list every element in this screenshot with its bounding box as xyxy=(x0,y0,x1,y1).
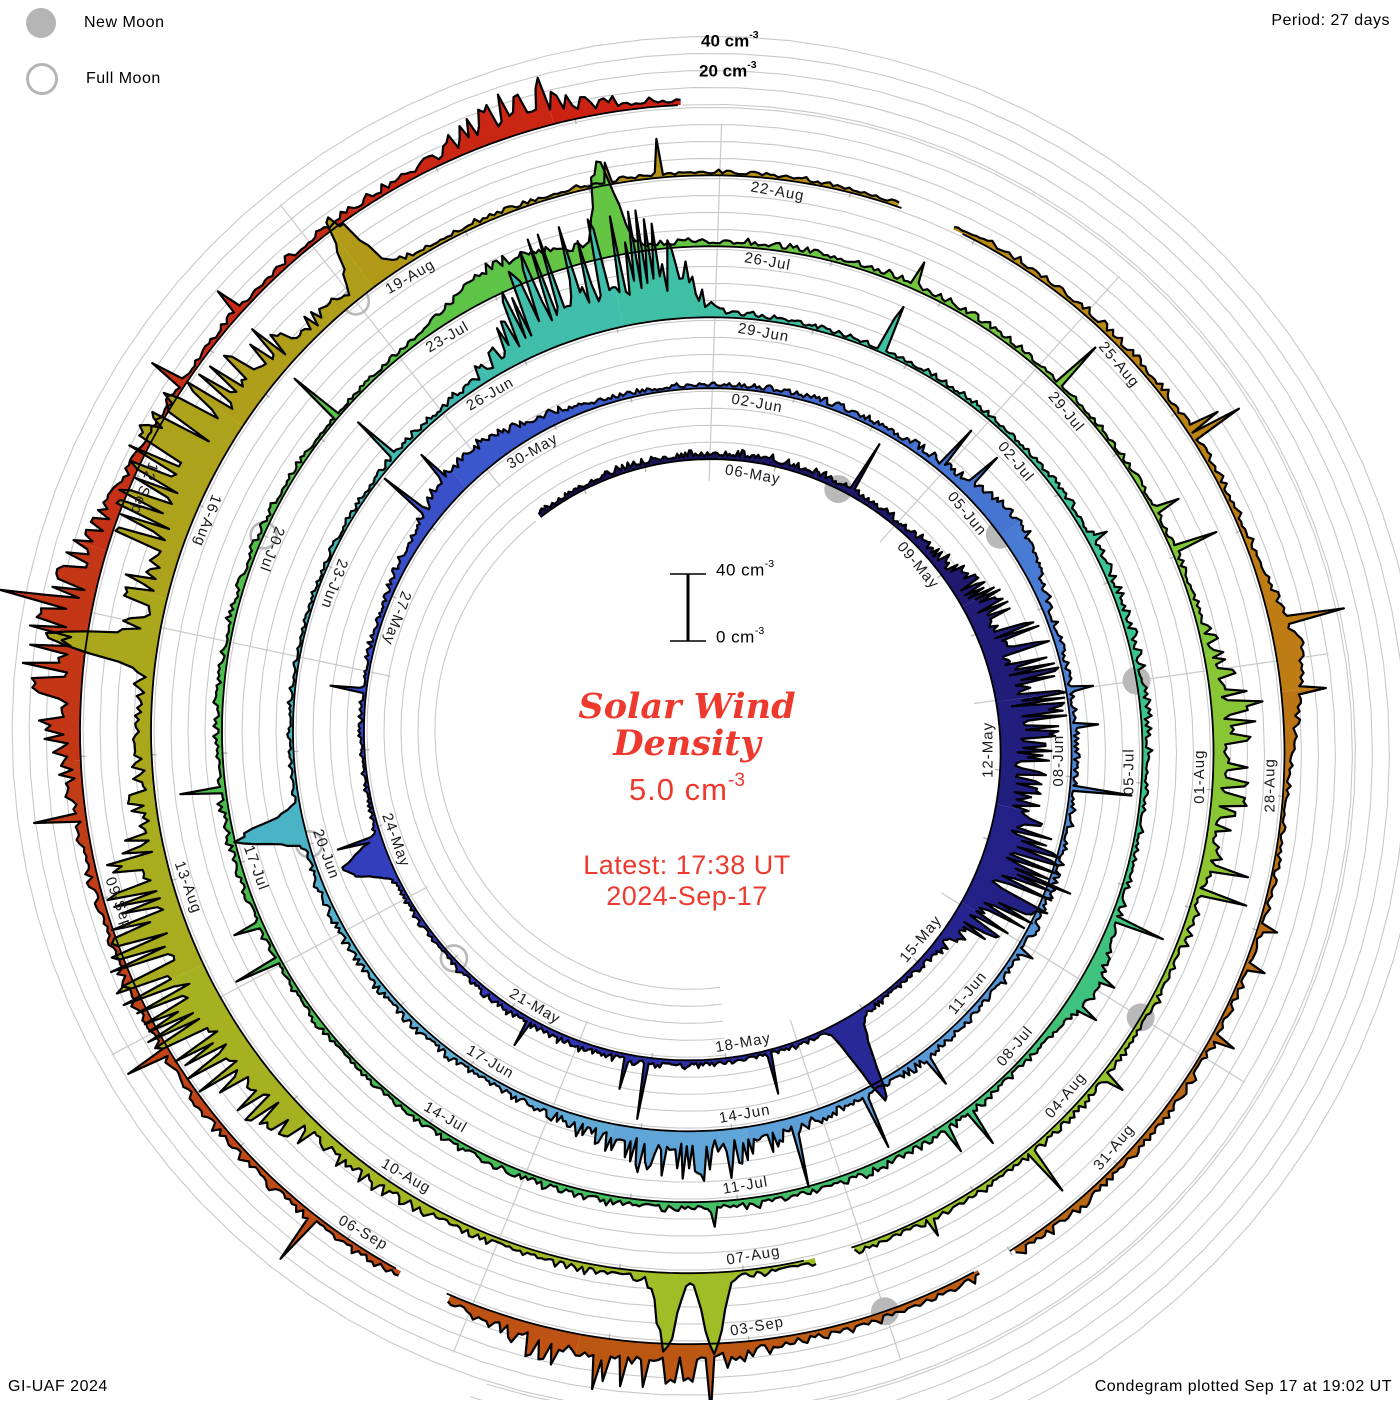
date-label: 01-Aug xyxy=(1191,750,1208,804)
scalebar-min-sup: -3 xyxy=(755,625,764,637)
date-label: 05-Jul xyxy=(1121,748,1138,795)
date-label: 07-Aug xyxy=(725,1243,782,1269)
date-label: 03-Sep xyxy=(729,1313,786,1339)
center-annotation: Solar Wind Density 5.0 cm-3 Latest: 17:3… xyxy=(437,688,937,912)
outer-scale-label-20: 20 cm-3 xyxy=(699,61,757,82)
new-moon-icon xyxy=(26,8,56,38)
outer-scale-20-sup: -3 xyxy=(747,59,756,71)
date-label: 08-Jun xyxy=(1050,735,1067,787)
current-density-text: 5.0 cm xyxy=(629,772,728,807)
chart-title-line1: Solar Wind xyxy=(437,688,937,725)
scalebar xyxy=(670,574,706,641)
outer-scale-20-text: 20 cm xyxy=(699,62,747,81)
density-fill-segment xyxy=(854,1233,893,1254)
current-density-sup: -3 xyxy=(728,770,745,791)
latest-time: Latest: 17:38 UT xyxy=(437,850,937,881)
scalebar-max-label: 40 cm-3 xyxy=(716,560,774,581)
density-fill-segment xyxy=(543,139,735,201)
outer-scale-40-text: 40 cm xyxy=(701,32,749,51)
full-moon-icon xyxy=(26,63,58,95)
outer-scale-label-40: 40 cm-3 xyxy=(701,31,759,52)
current-density-value: 5.0 cm-3 xyxy=(437,772,937,808)
scalebar-max-text: 40 cm xyxy=(716,561,765,580)
scalebar-max-sup: -3 xyxy=(765,558,774,570)
latest-date: 2024-Sep-17 xyxy=(437,881,937,912)
moon-legend: New Moon Full Moon xyxy=(26,6,164,118)
scalebar-min-label: 0 cm-3 xyxy=(716,627,764,648)
chart-title-line2: Density xyxy=(437,725,937,762)
full-moon-label: Full Moon xyxy=(86,70,161,88)
density-fill-segment xyxy=(413,912,493,999)
plotted-timestamp: Condegram plotted Sep 17 at 19:02 UT xyxy=(1095,1378,1392,1396)
legend-full-moon: Full Moon xyxy=(26,62,164,96)
date-label: 23-Jun xyxy=(317,557,351,612)
new-moon-label: New Moon xyxy=(84,14,164,32)
chart-title: Solar Wind Density xyxy=(437,688,937,762)
date-label: 12-May xyxy=(980,722,997,778)
period-label: Period: 27 days xyxy=(1271,12,1390,30)
credit-label: GI-UAF 2024 xyxy=(8,1378,108,1396)
density-fill-segment xyxy=(502,1163,656,1206)
latest-timestamp: Latest: 17:38 UT 2024-Sep-17 xyxy=(437,850,937,912)
outer-scale-40-sup: -3 xyxy=(749,29,758,41)
density-fill-segment xyxy=(1013,1223,1054,1254)
date-label: 08-Jul xyxy=(993,1023,1036,1070)
legend-new-moon: New Moon xyxy=(26,6,164,40)
density-fill-segment xyxy=(1106,576,1152,723)
density-fill-segment xyxy=(550,92,681,124)
date-label: 28-Aug xyxy=(1262,758,1279,812)
date-label: 11-Jul xyxy=(721,1173,769,1198)
scalebar-min-text: 0 cm xyxy=(716,628,755,647)
